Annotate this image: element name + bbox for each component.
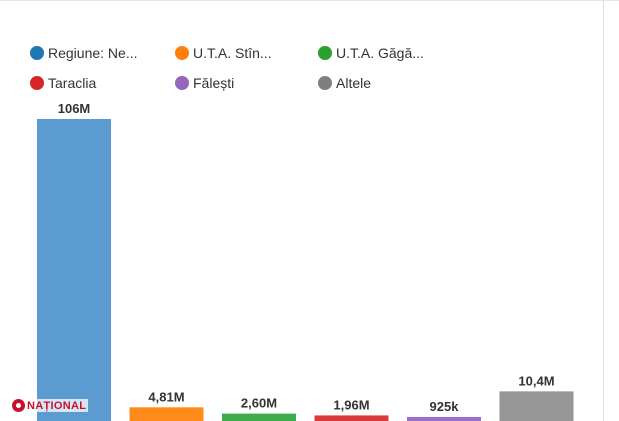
bar-label-1: 4,81M <box>148 389 184 404</box>
legend-dot-0 <box>30 46 44 60</box>
bar-4[interactable] <box>407 417 481 421</box>
watermark: NAȚIONAL <box>10 399 89 412</box>
legend-label-0: Regiune: Ne... <box>48 45 138 61</box>
frame-top-border <box>0 0 619 1</box>
bar-1[interactable] <box>129 407 204 421</box>
bar-2[interactable] <box>222 413 296 421</box>
frame-right-border <box>603 0 604 421</box>
legend-label-3: Taraclia <box>48 75 97 91</box>
legend-dot-4 <box>175 76 189 90</box>
legend-item-1[interactable]: U.T.A. Stîn... <box>175 45 272 61</box>
bar-label-0: 106M <box>58 101 91 116</box>
legend-label-4: Fălești <box>193 75 235 91</box>
legend-item-5[interactable]: Altele <box>318 75 371 91</box>
bar-5[interactable] <box>499 391 574 421</box>
legend-item-4[interactable]: Fălești <box>175 75 234 91</box>
legend-item-3[interactable]: Taraclia <box>30 75 96 91</box>
legend-dot-3 <box>30 76 44 90</box>
bar-label-5: 10,4M <box>518 373 554 388</box>
bar-label-2: 2,60M <box>241 396 277 411</box>
legend-label-2: U.T.A. Găgă... <box>336 45 424 61</box>
legend-label-5: Altele <box>336 75 372 91</box>
bar-label-3: 1,96M <box>333 397 369 412</box>
bar-3[interactable] <box>314 415 389 421</box>
legend-item-0[interactable]: Regiune: Ne... <box>30 45 138 61</box>
legend-dot-5 <box>318 76 332 90</box>
bar-0[interactable] <box>37 119 111 421</box>
legend-item-2[interactable]: U.T.A. Găgă... <box>318 45 424 61</box>
watermark-text: NAȚIONAL <box>27 399 87 412</box>
legend-dot-1 <box>175 46 189 60</box>
legend-dot-2 <box>318 46 332 60</box>
legend-label-1: U.T.A. Stîn... <box>193 45 272 61</box>
bar-label-4: 925k <box>430 399 460 414</box>
watermark-logo-icon <box>12 399 25 412</box>
